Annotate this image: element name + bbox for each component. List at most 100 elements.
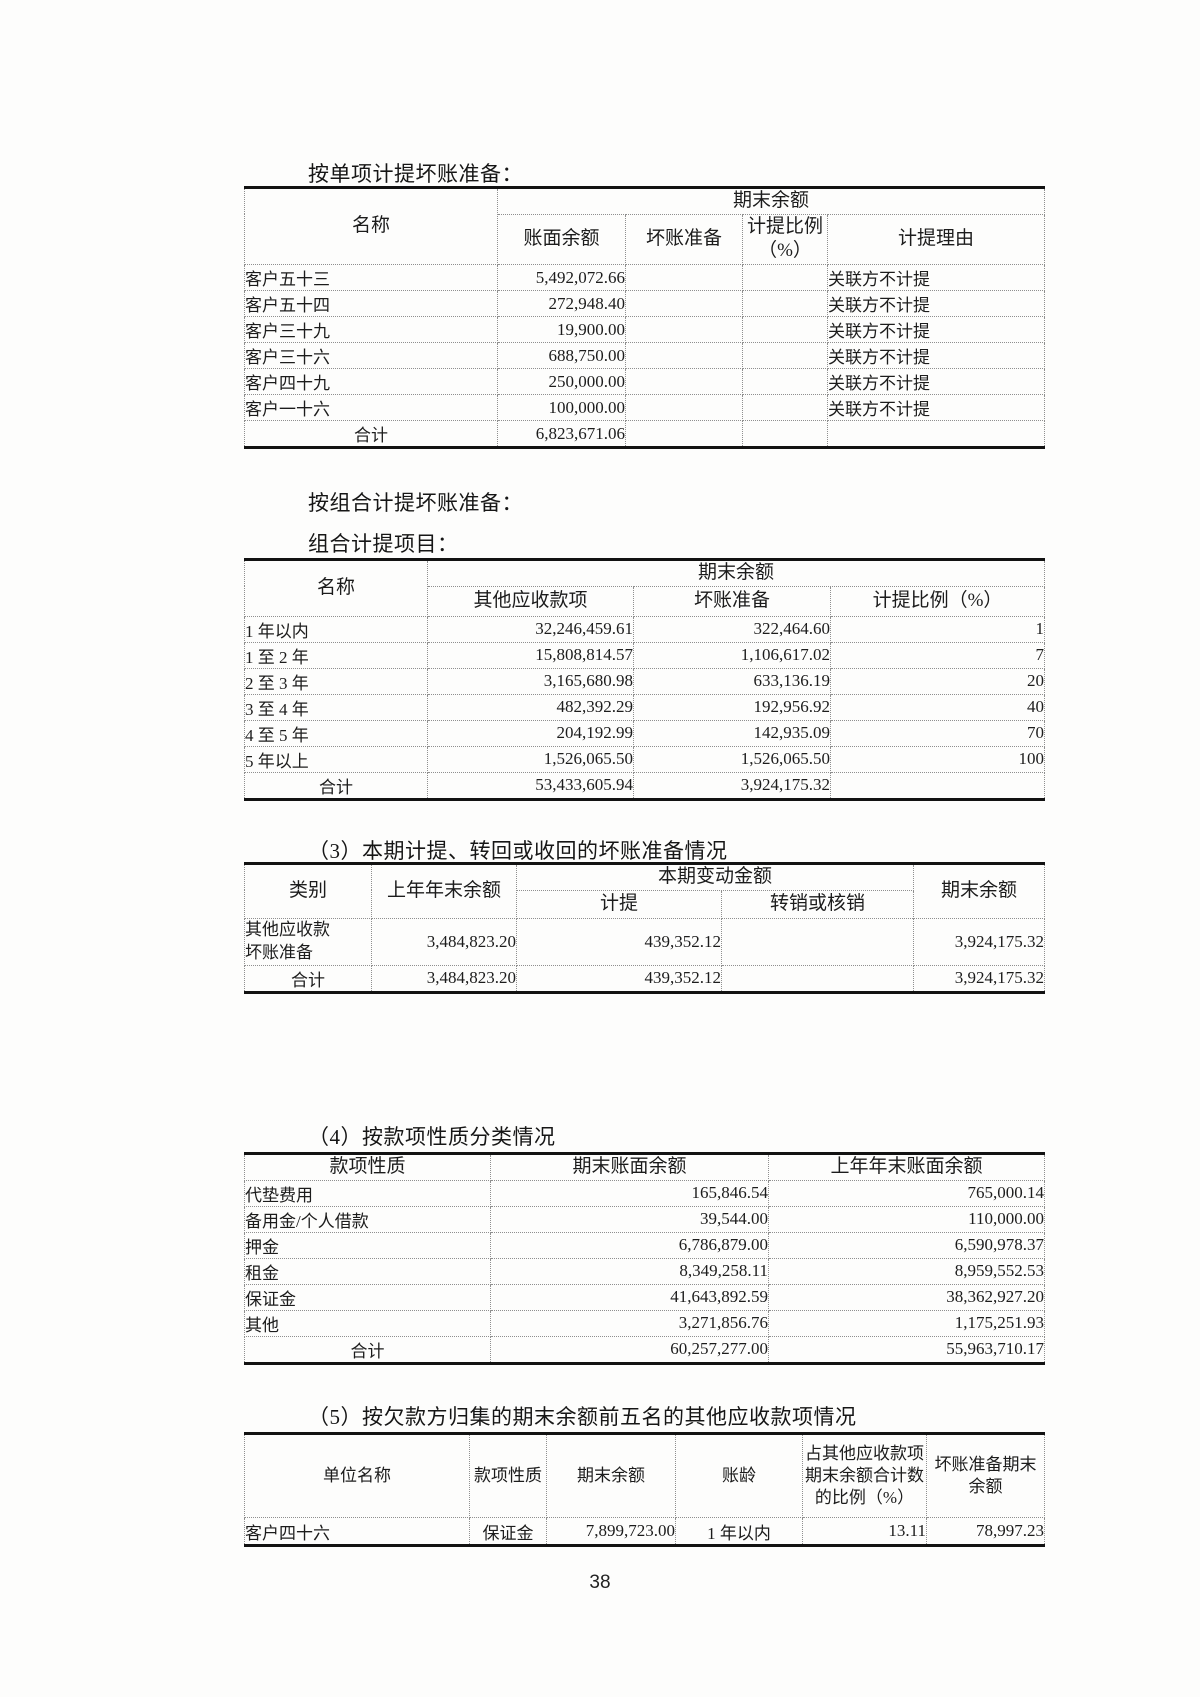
table-cell	[830, 771, 1045, 800]
table-cell: 1,526,065.50	[427, 745, 634, 773]
column-header-name: 名称	[244, 186, 498, 266]
table-row: 租金 8,349,258.11 8,959,552.53	[244, 1257, 1045, 1285]
table-cell: 688,750.00	[497, 342, 626, 370]
table-cell: 192,956.92	[633, 693, 831, 721]
column-header-period-end-balance: 期末余额	[546, 1433, 676, 1518]
column-header-nature: 款项性质	[244, 1153, 491, 1181]
header-row: 计提 转销或核销	[245, 889, 1045, 919]
table-cell: 3,484,823.20	[371, 964, 517, 993]
table-cell: 78,997.23	[926, 1517, 1045, 1546]
table-cell: 客户三十九	[244, 316, 498, 344]
group-provision-table: 名称 期末余额 其他应收款项 坏账准备 计提比例（%） 1 年以内 32,246…	[244, 558, 1045, 801]
table-row: 押金 6,786,879.00 6,590,978.37	[244, 1231, 1045, 1259]
table-cell: 3,924,175.32	[913, 964, 1046, 993]
column-header-period-end-balance: 期末余额	[496, 187, 1046, 215]
table-cell: 代垫费用	[244, 1179, 491, 1207]
table-cell: 6,823,671.06	[497, 420, 626, 449]
table-cell: 关联方不计提	[826, 264, 1046, 292]
table-cell: 39,544.00	[490, 1205, 769, 1233]
section-title-current-period-provision: （3）本期计提、转回或收回的坏账准备情况	[308, 839, 728, 863]
table-cell: 142,935.09	[633, 719, 831, 747]
table-cell: 1 年以内	[675, 1517, 803, 1546]
column-header-prev-year-end-balance: 上年年末余额	[371, 863, 517, 919]
header-row: 其他应收款项 坏账准备 计提比例（%）	[245, 585, 1045, 617]
table-row: 4 至 5 年 204,192.99 142,935.09 70	[244, 719, 1045, 747]
table-cell: 3,484,823.20	[371, 917, 517, 966]
nature-classification-table: 款项性质 期末账面余额 上年年末账面余额 代垫费用 165,846.54 765…	[244, 1152, 1045, 1365]
table-cell: 6,590,978.37	[768, 1231, 1045, 1259]
header-row: 款项性质 期末账面余额 上年年末账面余额	[244, 1153, 1045, 1181]
table-cell: 保证金	[469, 1517, 547, 1546]
table-cell: 3,924,175.32	[633, 771, 831, 800]
table-cell	[742, 394, 828, 422]
table-cell: 100	[830, 745, 1045, 773]
table-cell: 1,106,617.02	[633, 641, 831, 669]
table-cell: 3,271,856.76	[490, 1309, 769, 1337]
table-cell: 押金	[244, 1231, 491, 1259]
column-header-bad-debt-provision: 坏账准备	[633, 585, 831, 617]
table-cell	[742, 316, 828, 344]
table-cell: 70	[830, 719, 1045, 747]
table-cell-total-label: 合计	[244, 1335, 491, 1364]
table-cell: 100,000.00	[497, 394, 626, 422]
table-row: 3 至 4 年 482,392.29 192,956.92 40	[244, 693, 1045, 721]
table-cell-total-label: 合计	[244, 964, 372, 993]
table-cell: 13.11	[802, 1517, 927, 1546]
table-row: 其他 3,271,856.76 1,175,251.93	[244, 1309, 1045, 1337]
table-row: 5 年以上 1,526,065.50 1,526,065.50 100	[244, 745, 1045, 773]
column-header-category: 类别	[244, 863, 372, 919]
table-cell: 439,352.12	[516, 964, 722, 993]
table-cell	[625, 368, 743, 396]
table-cell: 482,392.29	[427, 693, 634, 721]
table-row: 客户四十九 250,000.00 关联方不计提	[244, 368, 1046, 396]
table-cell: 165,846.54	[490, 1179, 769, 1207]
column-header-percent-of-total: 占其他应收款项期末余额合计数的比例（%）	[802, 1433, 927, 1518]
table-row: 备用金/个人借款 39,544.00 110,000.00	[244, 1205, 1045, 1233]
table-cell: 3 至 4 年	[244, 693, 428, 721]
total-row: 合计 6,823,671.06	[244, 420, 1046, 449]
table-row: 2 至 3 年 3,165,680.98 633,136.19 20	[244, 667, 1045, 695]
table-cell: 322,464.60	[633, 615, 831, 643]
table-cell	[742, 368, 828, 396]
table-cell: 110,000.00	[768, 1205, 1045, 1233]
table-cell	[742, 290, 828, 318]
table-cell: 备用金/个人借款	[244, 1205, 491, 1233]
total-row: 合计 53,433,605.94 3,924,175.32	[244, 771, 1045, 800]
table-cell: 7,899,723.00	[546, 1517, 676, 1546]
table-cell: 439,352.12	[516, 917, 722, 966]
column-header-book-balance: 账面余额	[497, 213, 626, 266]
table-cell: 客户三十六	[244, 342, 498, 370]
table-cell: 40	[830, 693, 1045, 721]
column-header-aging: 账龄	[675, 1433, 803, 1518]
table-cell: 保证金	[244, 1283, 491, 1311]
table-row: 客户五十四 272,948.40 关联方不计提	[244, 290, 1046, 318]
table-row: 客户四十六 保证金 7,899,723.00 1 年以内 13.11 78,99…	[244, 1517, 1045, 1546]
table-cell-total-label: 合计	[244, 771, 428, 800]
individual-provision-table: 名称 期末余额 账面余额 坏账准备 计提比例（%） 计提理由 客户五十三 5,4…	[244, 186, 1046, 450]
table-cell: 15,808,814.57	[427, 641, 634, 669]
table-cell: 272,948.40	[497, 290, 626, 318]
table-cell: 204,192.99	[427, 719, 634, 747]
column-header-name: 名称	[244, 559, 428, 617]
provision-change-table: 类别 上年年末余额 本期变动金额 期末余额 计提 转销或核销 其他应收款 坏账准…	[244, 862, 1046, 994]
table-cell: 41,643,892.59	[490, 1283, 769, 1311]
section-title-top-five-debtors: （5）按欠款方归集的期末余额前五名的其他应收款项情况	[308, 1405, 857, 1429]
table-cell	[625, 290, 743, 318]
column-header-bad-debt-period-end: 坏账准备期末余额	[926, 1433, 1045, 1518]
table-cell: 客户五十三	[244, 264, 498, 292]
table-cell: 1 年以内	[244, 615, 428, 643]
table-row: 客户三十六 688,750.00 关联方不计提	[244, 342, 1046, 370]
table-cell	[742, 342, 828, 370]
header-row: 账面余额 坏账准备 计提比例（%） 计提理由	[245, 213, 1046, 266]
header-row: 名称 期末余额	[244, 186, 1046, 266]
table-cell	[625, 420, 743, 449]
column-header-current-period-change: 本期变动金额	[515, 863, 915, 891]
table-cell: 5,492,072.66	[497, 264, 626, 292]
table-cell: 2 至 3 年	[244, 667, 428, 695]
header-row: 类别 上年年末余额 本期变动金额 期末余额	[244, 863, 1046, 919]
column-header-nature: 款项性质	[469, 1433, 547, 1518]
column-header-unit-name: 单位名称	[244, 1433, 470, 1518]
table-row: 客户一十六 100,000.00 关联方不计提	[244, 394, 1046, 422]
table-cell: 关联方不计提	[826, 290, 1046, 318]
table-row: 保证金 41,643,892.59 38,362,927.20	[244, 1283, 1045, 1311]
